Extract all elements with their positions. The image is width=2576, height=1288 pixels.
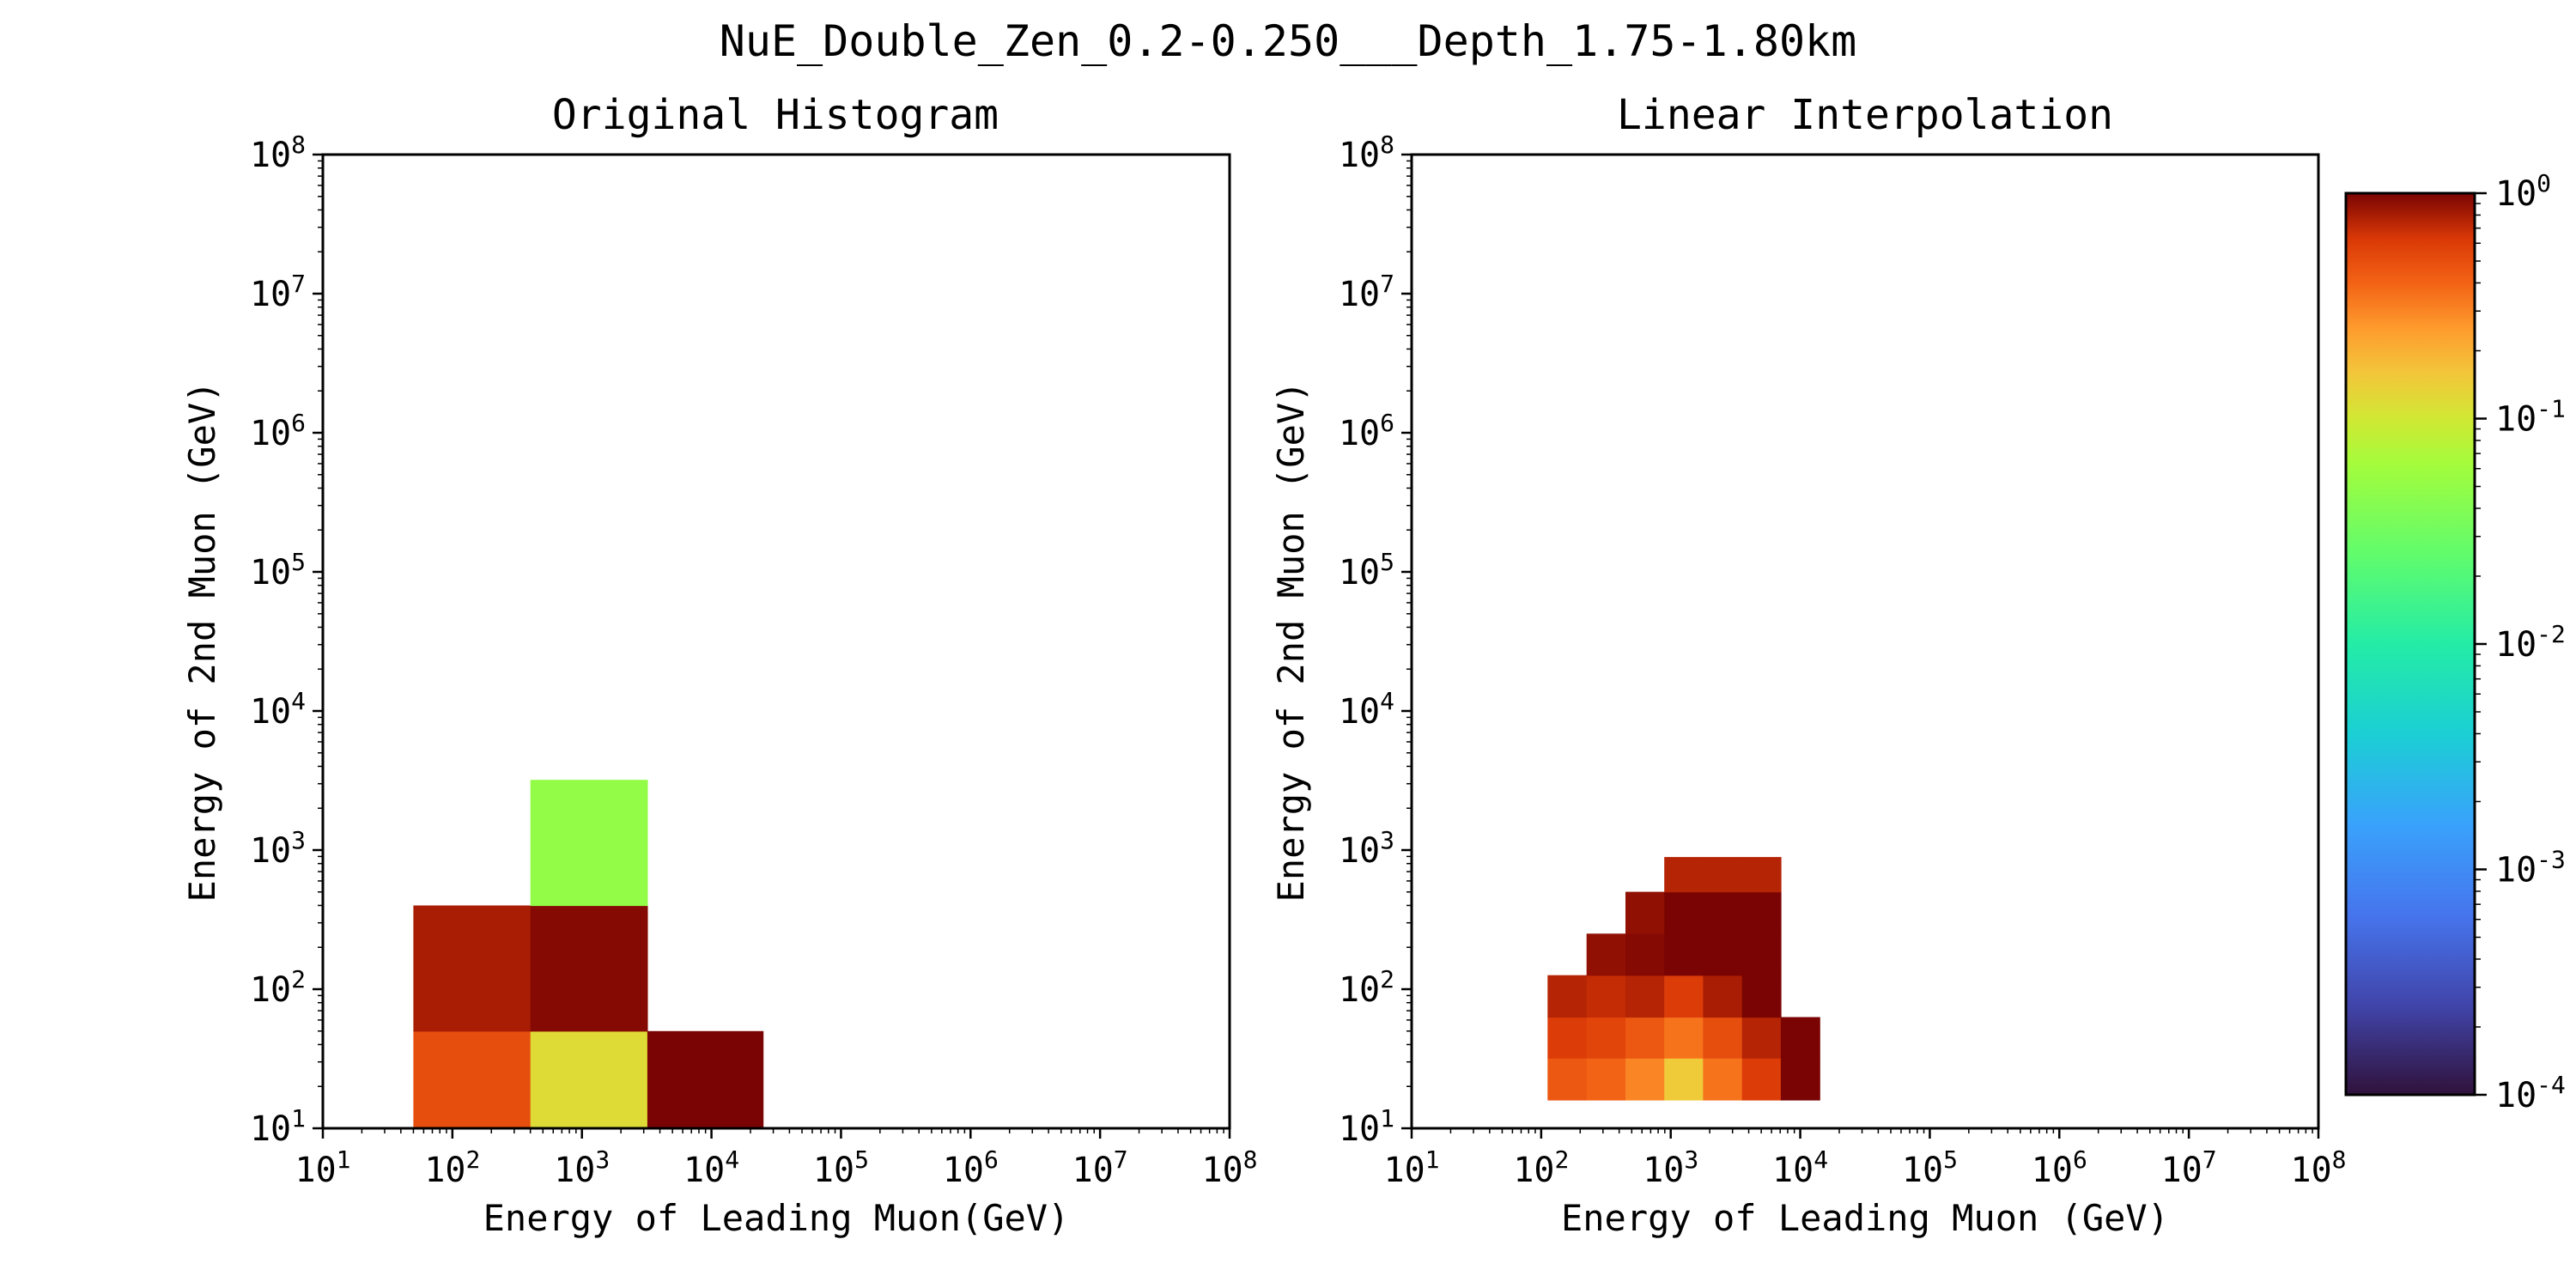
x-tick-label: 104 <box>683 1145 739 1190</box>
y-tick-label: 101 <box>1339 1104 1394 1149</box>
heatmap-cell <box>1703 857 1743 893</box>
heatmap-cell <box>1625 933 1665 976</box>
y-tick-label: 106 <box>1339 409 1394 453</box>
y-tick-label: 108 <box>1339 131 1394 175</box>
x-tick-label: 101 <box>295 1145 350 1190</box>
y-tick-label: 104 <box>1339 687 1394 732</box>
y-axis-label-original: Energy of 2nd Muon (GeV) <box>181 381 223 902</box>
x-tick-label: 101 <box>1383 1145 1439 1190</box>
panel-title-linear: Linear Interpolation <box>1617 91 2113 139</box>
heatmap-cell <box>647 1030 764 1129</box>
panel-original-histogram: Original Histogram 101 102 103 104 105 106 107… <box>181 91 1258 1239</box>
heatmap-cell <box>1703 975 1743 1018</box>
heatmap-cell <box>1586 1017 1626 1059</box>
heatmap-cell <box>1547 975 1588 1018</box>
heatmap-cell <box>1741 933 1782 976</box>
heatmap-cell <box>1741 975 1782 1018</box>
heatmap-cell <box>1586 975 1626 1018</box>
figure-title: NuE_Double_Zen_0.2-0.250___Depth_1.75-1.… <box>720 16 1857 66</box>
y-tick-label: 102 <box>1339 965 1394 1010</box>
panel-title-original: Original Histogram <box>552 91 999 139</box>
heatmap-cell <box>1703 933 1743 976</box>
heatmap-cell <box>1547 1017 1588 1059</box>
x-tick-label: 108 <box>2290 1145 2346 1190</box>
y-tick-label: 103 <box>1339 826 1394 871</box>
panel-linear-interpolation: Linear Interpolation 101 102 103 104 105 106 1… <box>1270 91 2347 1239</box>
axis-ticks-original: 101 102 103 104 105 106 107 108 101 102 103 104 105 1… <box>250 131 1258 1190</box>
heatmap-cell <box>1703 1058 1743 1101</box>
y-tick-label: 105 <box>250 548 306 592</box>
heatmap-cell <box>413 1030 532 1129</box>
x-tick-label: 106 <box>943 1145 999 1190</box>
heatmap-cell <box>1586 1058 1626 1101</box>
y-tick-label: 106 <box>250 409 306 453</box>
colorbar-tick-label: 10-2 <box>2495 620 2566 665</box>
heatmap-cell <box>1625 1017 1665 1059</box>
x-axis-label-linear: Energy of Leading Muon (GeV) <box>1561 1197 2169 1239</box>
y-tick-label: 108 <box>250 131 306 175</box>
y-tick-label: 103 <box>250 826 306 871</box>
heatmap-cell <box>530 780 648 907</box>
colorbar-tick-label: 10-1 <box>2495 395 2566 440</box>
colorbar-tick-label: 10-4 <box>2495 1071 2566 1115</box>
x-tick-label: 103 <box>1643 1145 1698 1190</box>
heatmap-cell <box>1780 1017 1820 1059</box>
heatmap-cell <box>530 905 648 1032</box>
y-tick-label: 107 <box>1339 270 1394 314</box>
heatmap-cell <box>530 1030 648 1129</box>
y-axis-label-linear: Energy of 2nd Muon (GeV) <box>1270 381 1312 902</box>
x-tick-label: 106 <box>2032 1145 2087 1190</box>
heatmap-cell <box>413 905 532 1032</box>
heatmap-cell <box>1664 857 1704 893</box>
heatmap-cell <box>1664 1058 1704 1101</box>
x-tick-label: 102 <box>1513 1145 1569 1190</box>
y-tick-label: 102 <box>250 965 306 1010</box>
heatmap-cell <box>1625 975 1665 1018</box>
heatmap-cell <box>1741 891 1782 934</box>
colorbar-gradient <box>2344 191 2476 1097</box>
heatmap-cell <box>1780 1058 1820 1101</box>
y-tick-label: 105 <box>1339 548 1394 592</box>
heatmap-cell <box>1547 1058 1588 1101</box>
heatmap-cell <box>1741 1017 1782 1059</box>
heatmap-cell <box>1625 1058 1665 1101</box>
heatmap-cell <box>1664 933 1704 976</box>
plot-frame-original <box>321 153 1231 1130</box>
colorbar-tick-label: 10-3 <box>2495 846 2566 890</box>
heatmap-cell <box>1664 975 1704 1018</box>
y-tick-label: 107 <box>250 270 306 314</box>
x-tick-label: 102 <box>424 1145 480 1190</box>
x-tick-label: 108 <box>1201 1145 1257 1190</box>
heatmap-cells-original <box>413 780 764 1129</box>
heatmap-cell <box>1703 891 1743 934</box>
heatmap-cell <box>1741 1058 1782 1101</box>
x-tick-label: 105 <box>813 1145 869 1190</box>
heatmap-cell <box>1664 1017 1704 1059</box>
x-tick-label: 107 <box>1072 1145 1128 1190</box>
y-tick-label: 104 <box>250 687 306 732</box>
colorbar-ticks: 100 10-1 10-2 10-3 10-4 <box>2475 169 2566 1115</box>
heatmap-cell <box>1703 1017 1743 1059</box>
heatmap-cell <box>1741 857 1782 893</box>
heatmap-cells-linear <box>1547 857 1820 1101</box>
x-tick-label: 107 <box>2161 1145 2217 1190</box>
x-tick-label: 104 <box>1772 1145 1828 1190</box>
colorbar-tick-label: 100 <box>2495 169 2551 214</box>
heatmap-cell <box>1625 891 1665 934</box>
x-tick-label: 105 <box>1902 1145 1958 1190</box>
x-tick-label: 103 <box>554 1145 610 1190</box>
heatmap-cell <box>1664 891 1704 934</box>
x-axis-label-original: Energy of Leading Muon(GeV) <box>483 1197 1070 1239</box>
heatmap-cell <box>1586 933 1626 976</box>
plot-frame-linear <box>1410 153 2320 1130</box>
axis-ticks-linear: 101 102 103 104 105 106 107 108 101 102 103 104 105 1… <box>1339 131 2347 1190</box>
colorbar: 100 10-1 10-2 10-3 10-4 <box>2344 169 2566 1115</box>
y-tick-label: 101 <box>250 1104 306 1149</box>
